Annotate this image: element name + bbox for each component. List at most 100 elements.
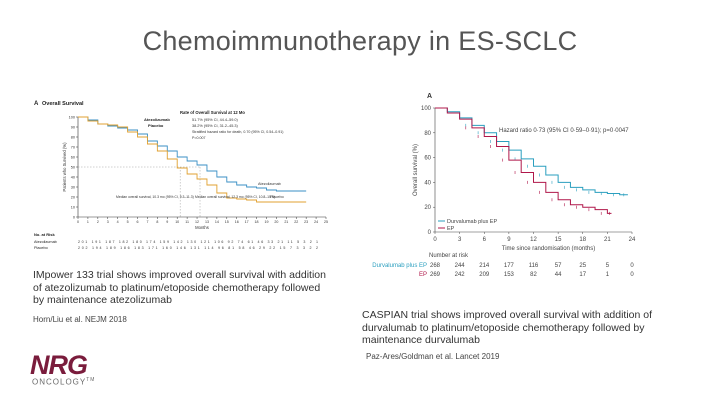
x-tick-label: 6 [137, 220, 139, 224]
annotation-placebo-rate: 38.2% (95% CI, 31.2–45.3) [192, 124, 239, 128]
annotation-hr: Stratified hazard ratio for death, 0.70 … [192, 130, 284, 134]
x-tick-label: 6 [483, 237, 487, 243]
caspian-caption: CASPIAN trial shows improved overall sur… [362, 309, 653, 346]
risk-value: 44 [555, 272, 562, 278]
x-tick-label: 12 [530, 237, 537, 243]
x-tick-label: 16 [235, 220, 239, 224]
x-axis-label: Months [195, 225, 209, 230]
y-tick-label: 20 [424, 205, 431, 211]
risk-value: 57 [555, 263, 562, 269]
annotation-median-placebo: Median overall survival, 10.3 mo (95% CI… [116, 195, 194, 199]
annotation-rate-heading: Rate of Overall Survival at 12 Mo [180, 110, 245, 115]
x-tick-label: 15 [225, 220, 229, 224]
annotation-hr: Hazard ratio 0·73 (95% CI 0·59–0·91); p=… [499, 128, 629, 134]
impower133-km-chart: A Overall Survival 0 10 20 30 40 50 60 70 80 90 100 0… [30, 95, 336, 257]
annotation-atezo-label: Atezolizumab [144, 117, 170, 122]
nrg-oncology-logo: NRG ONCOLOGYTM [30, 350, 120, 390]
y-axis-label: Overall survival (%) [413, 144, 419, 196]
risk-row-name: Atezolizumab [34, 240, 57, 244]
caspian-citation: Paz-Ares/Goldman et al. Lancet 2019 [366, 352, 500, 361]
y-tick-label: 0 [73, 216, 75, 220]
logo-main-text: NRG [30, 350, 88, 380]
risk-value: 116 [529, 263, 539, 269]
legend-label: EP [447, 226, 455, 232]
curve-label-placebo: Placebo [270, 195, 284, 199]
x-tick-label: 23 [304, 220, 308, 224]
x-tick-label: 25 [324, 220, 328, 224]
x-tick-label: 1 [87, 220, 89, 224]
x-tick-label: 10 [175, 220, 179, 224]
risk-value: 244 [455, 263, 466, 269]
x-tick-label: 21 [284, 220, 288, 224]
annotation-placebo-label: Placebo [148, 123, 164, 128]
y-tick-label: 80 [424, 131, 431, 137]
x-tick-label: 12 [195, 220, 199, 224]
y-tick-label: 100 [421, 106, 432, 112]
risk-row-values: 201 191 187 182 180 174 159 142 130 121 … [78, 240, 318, 244]
annotation-atezo-rate: 51.7% (95% CI, 44.4–59.0) [192, 118, 239, 122]
x-tick-label: 21 [604, 237, 611, 243]
x-tick-label: 9 [166, 220, 168, 224]
y-axis-label: Patients who Survived (%) [62, 142, 67, 192]
x-tick-label: 19 [264, 220, 268, 224]
x-tick-label: 8 [156, 220, 158, 224]
series-line-atezolizumab [78, 116, 307, 192]
risk-value: 5 [606, 263, 610, 269]
y-tick-label: 20 [71, 196, 75, 200]
risk-value: 269 [430, 272, 441, 278]
x-tick-label: 15 [555, 237, 562, 243]
x-tick-label: 17 [245, 220, 249, 224]
x-tick-label: 18 [579, 237, 586, 243]
risk-value: 209 [479, 272, 490, 278]
y-tick-label: 90 [71, 126, 75, 130]
impower133-citation: Horn/Liu et al. NEJM 2018 [33, 315, 127, 324]
risk-value: 242 [455, 272, 466, 278]
series-line-durvalumab-ep [435, 107, 628, 196]
x-tick-label: 2 [97, 220, 99, 224]
y-tick-label: 50 [71, 166, 75, 170]
x-tick-label: 9 [507, 237, 511, 243]
x-tick-label: 13 [205, 220, 209, 224]
y-tick-label: 40 [71, 176, 75, 180]
x-tick-label: 3 [458, 237, 462, 243]
risk-row-name: EP [419, 272, 427, 278]
risk-value: 177 [504, 263, 515, 269]
risk-value: 25 [579, 263, 586, 269]
risk-row-name: Durvalumab plus EP [372, 263, 427, 269]
annotation-median-atezo: Median overall survival, 12.3 mo (95% CI… [195, 195, 275, 199]
risk-value: 214 [479, 263, 490, 269]
y-tick-label: 70 [71, 146, 75, 150]
risk-value: 1 [606, 272, 610, 278]
risk-table-heading: No. at Risk [34, 232, 55, 237]
x-tick-label: 3 [107, 220, 109, 224]
risk-value: 82 [530, 272, 537, 278]
risk-value: 0 [630, 272, 634, 278]
logo-sub-text: ONCOLOGYTM [32, 377, 96, 387]
risk-row-name: Placebo [34, 246, 48, 250]
series-line-ep [435, 107, 612, 214]
x-tick-label: 0 [433, 237, 437, 243]
risk-row-values: 202 194 189 186 183 171 160 146 131 114 … [78, 246, 318, 250]
x-tick-label: 11 [185, 220, 189, 224]
y-tick-label: 60 [424, 156, 431, 162]
x-tick-label: 18 [255, 220, 259, 224]
risk-table-heading: Number at risk [429, 253, 469, 259]
panel-label: A [427, 93, 432, 100]
impower133-caption: IMpower 133 trial shows improved overall… [33, 269, 326, 306]
x-tick-label: 14 [215, 220, 219, 224]
y-tick-label: 30 [71, 186, 75, 190]
panel-label: A [34, 101, 39, 107]
y-tick-label: 100 [69, 116, 75, 120]
x-tick-label: 20 [274, 220, 278, 224]
x-tick-label: 24 [314, 220, 318, 224]
risk-value: 0 [630, 263, 634, 269]
y-tick-label: 40 [424, 180, 431, 186]
series-line-placebo [78, 116, 307, 203]
risk-value: 17 [579, 272, 586, 278]
y-tick-label: 10 [71, 206, 75, 210]
x-tick-label: 24 [629, 237, 636, 243]
annotation-p: P=0.007 [192, 136, 206, 140]
y-tick-label: 0 [428, 230, 432, 236]
curve-label-atezo: Atezolizumab [258, 182, 281, 186]
